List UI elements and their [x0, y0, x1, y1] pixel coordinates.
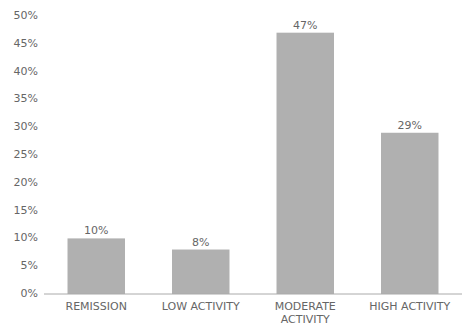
bar: [172, 250, 229, 294]
data-label: 29%: [398, 119, 422, 132]
y-tick-label: 20%: [14, 176, 38, 189]
bar: [277, 33, 334, 294]
bar: [68, 238, 125, 294]
background: [0, 0, 474, 334]
y-tick-label: 0%: [21, 287, 38, 300]
y-tick-label: 15%: [14, 204, 38, 217]
y-tick-label: 25%: [14, 148, 38, 161]
data-label: 8%: [192, 236, 209, 249]
y-tick-label: 40%: [14, 65, 38, 78]
chart: 0% 5% 10% 15% 20% 25% 30% 35% 40% 45% 50% 10% 8% 47% 2…: [0, 0, 474, 334]
y-tick-label: 5%: [21, 259, 38, 272]
y-tick-label: 30%: [14, 120, 38, 133]
x-axis: REMISSION LOW ACTIVITY MODERATEACTIVITY HIG…: [66, 300, 451, 326]
y-axis: 0% 5% 10% 15% 20% 25% 30% 35% 40% 45% 50%: [14, 9, 38, 300]
y-tick-label: 50%: [14, 9, 38, 22]
bars: [68, 33, 439, 294]
data-labels: 10% 8% 47% 29%: [84, 19, 422, 249]
y-tick-label: 10%: [14, 231, 38, 244]
x-axis-line: [44, 294, 462, 295]
data-label: 10%: [84, 224, 108, 237]
x-tick-label: HIGH ACTIVITY: [369, 300, 450, 313]
y-tick-label: 35%: [14, 92, 38, 105]
x-tick-label: MODERATEACTIVITY: [275, 300, 336, 326]
data-label: 47%: [293, 19, 317, 32]
y-tick-label: 45%: [14, 37, 38, 50]
bar: [381, 133, 438, 294]
x-tick-label: REMISSION: [66, 300, 127, 313]
x-tick-label: LOW ACTIVITY: [162, 300, 240, 313]
chart-container: 0% 5% 10% 15% 20% 25% 30% 35% 40% 45% 50% 10% 8% 47% 2…: [0, 0, 474, 334]
